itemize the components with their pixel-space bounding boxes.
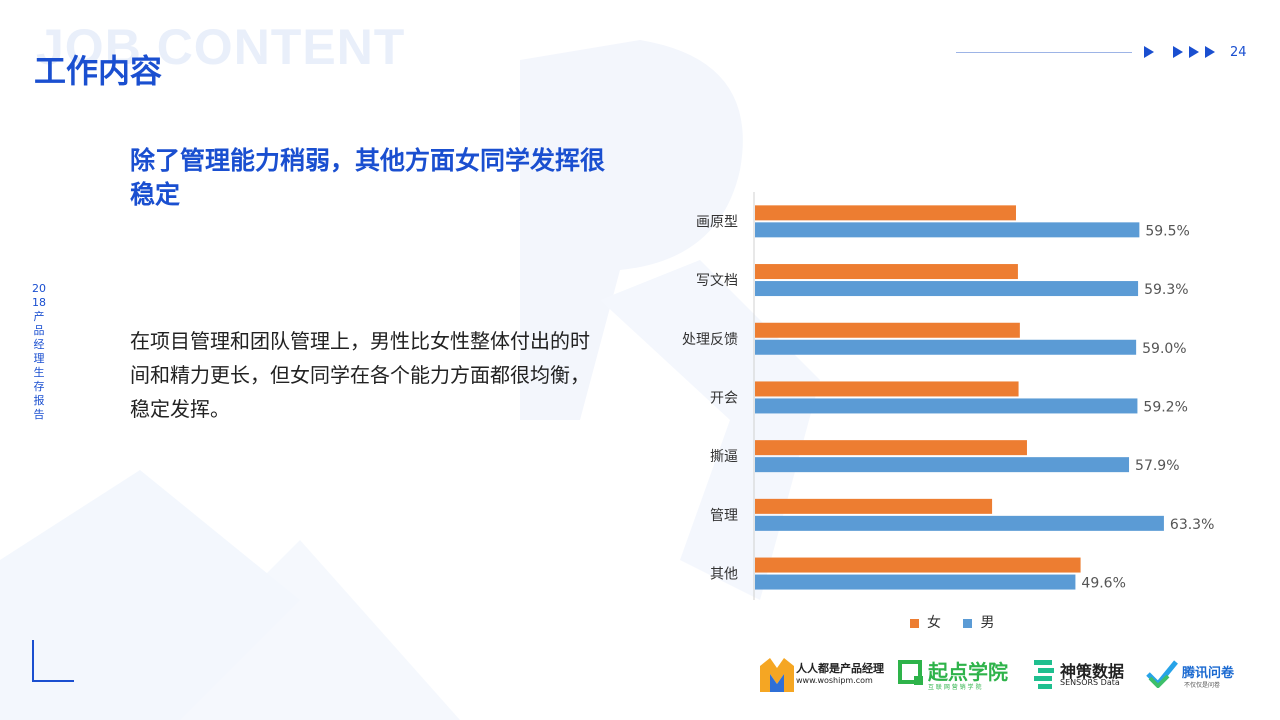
checkmark-icon [1146,660,1178,688]
logo-sensors: 神策数据 SENSORS Data [1034,656,1144,696]
logo-qidian: 起点学院 互 联 网 营 销 学 院 [898,656,1028,696]
bar-male [755,574,1076,590]
data-label: 59.0% [1142,341,1186,357]
arrow-icon [1144,46,1154,58]
category-label: 撕逼 [710,449,738,465]
logo-sensors-name: 神策数据 [1060,662,1125,681]
header-divider [956,52,1132,53]
legend-label-female: 女 [927,615,941,631]
bar-female [755,381,1019,397]
bar-male [755,222,1140,238]
data-label: 59.2% [1143,399,1187,415]
legend-label-male: 男 [980,615,995,631]
corner-bracket [32,640,74,682]
chart-legend: 女 男 [910,612,1012,632]
body-paragraph: 在项目管理和团队管理上，男性比女性整体付出的时间和精力更长，但女同学在各个能力方… [130,329,590,421]
legend-swatch-male [963,618,973,628]
bar-female [755,205,1016,221]
bar-male [755,398,1138,414]
data-label: 57.9% [1135,458,1179,474]
data-label: 63.3% [1170,517,1214,533]
logo-sensors-sub: SENSORS Data [1060,678,1120,687]
bar-male [755,281,1139,297]
category-label: 开会 [710,390,738,406]
data-label: 49.6% [1081,576,1125,592]
woshipm-logo-icon [760,658,794,692]
bar-male [755,515,1164,531]
arrow-icon [1205,46,1215,58]
logo-tencent-name: 腾讯问卷 [1182,666,1235,681]
arrow-icon [1173,46,1183,58]
data-label: 59.5% [1145,223,1189,239]
page-title: 工作内容 [34,52,163,90]
bar-female [755,264,1018,280]
legend-item-female: 女 [910,612,941,632]
side-report-label: 2018产品经理生存报告 [32,282,46,421]
category-label: 其他 [710,567,738,583]
page-number: 24 [1230,45,1247,60]
logo-qidian-name: 起点学院 [928,660,1008,684]
bar-female [755,322,1020,338]
logo-tencent-sub: 不仅仅是问卷 [1184,682,1221,689]
bar-male [755,339,1137,355]
legend-item-male: 男 [963,612,994,632]
sensors-logo-icon [1034,660,1054,689]
bar-female [755,440,1027,456]
bar-chart: 画原型 59.5% 写文档 59.3% 处理反馈 59.0% 开会 59.2% 撕逼 57.9% 管… [682,192,1214,600]
bar-female [755,498,993,514]
category-label: 管理 [710,508,738,524]
watermark-text: JOB CONTENT [36,19,406,75]
headline: 除了管理能力稍弱，其他方面女同学发挥很稳定 [130,146,606,209]
data-label: 59.3% [1144,282,1188,298]
qidian-logo-icon [898,660,923,685]
logo-tencent-survey: 腾讯问卷 不仅仅是问卷 [1146,656,1256,696]
category-label: 处理反馈 [682,332,738,348]
logo-woshipm-name: 人人都是产品经理 [796,662,884,675]
legend-swatch-female [910,618,919,628]
category-label: 写文档 [696,273,738,289]
arrow-icon [1189,46,1199,58]
category-label: 画原型 [696,214,738,230]
logo-woshipm-url: www.woshipm.com [796,676,873,685]
bar-female [755,557,1081,573]
logo-qidian-sub: 互 联 网 营 销 学 院 [928,684,982,691]
bar-male [755,457,1130,473]
logo-woshipm: 人人都是产品经理 www.woshipm.com [760,656,890,696]
